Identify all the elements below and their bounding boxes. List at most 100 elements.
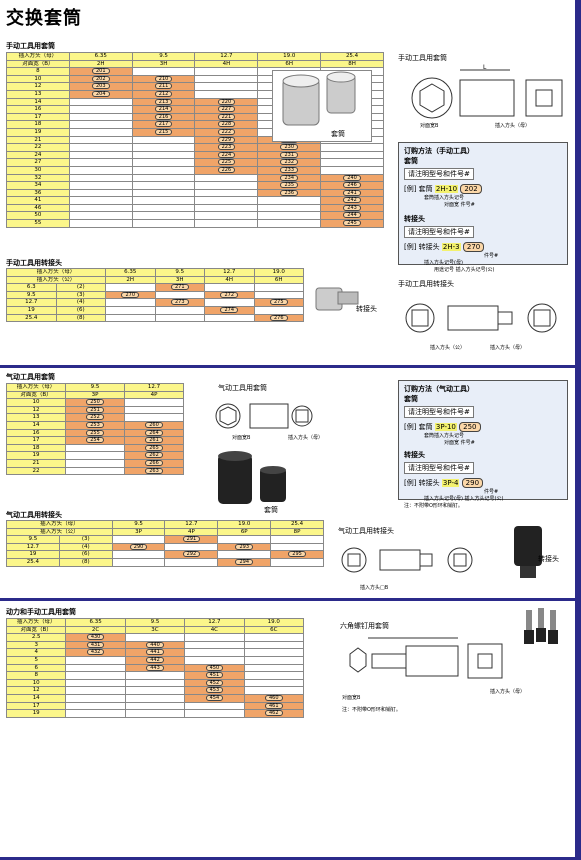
table-cell [131, 188, 196, 198]
part-number: 235 [280, 182, 298, 189]
table-row: 19 462 [5, 709, 305, 718]
table-cell: 275 [253, 298, 304, 307]
table-cell [68, 188, 133, 198]
row-label: (6) [55, 305, 106, 315]
header-cell: 4P [164, 527, 219, 537]
table-cell: 253 [65, 420, 125, 430]
bottom-edge-bar [0, 857, 581, 860]
socket-diagram: L [411, 64, 563, 119]
row-label: 5 [5, 655, 67, 665]
header-cell: 9.5 [131, 52, 196, 61]
part-number: 260 [145, 422, 163, 428]
table-cell: 228 [194, 120, 259, 129]
row-label: (6) [58, 550, 113, 559]
order-sub2: 转接头 [404, 451, 425, 459]
diagram-label: 插入方头□B [360, 585, 389, 591]
table-cell [253, 290, 304, 300]
table-cell: 231 [257, 150, 322, 160]
table-cell [217, 550, 272, 559]
part-number: 214 [154, 106, 173, 113]
order-example-no: 202 [460, 184, 482, 194]
header-cell: 9.5 [65, 383, 125, 392]
order-title: 订购方法（气动工具） [404, 385, 474, 393]
table-row: 14 253 260 [6, 420, 184, 430]
table-cell: 242 [320, 196, 384, 205]
table-row: 17 461 [5, 701, 305, 711]
section-heading: 气动工具用套筒 [6, 373, 55, 381]
adapter-table-air: 插入方头（母） 9.5 12.7 19.0 25.4 插入方头（公） 3P 4P 6P 8P 9.5… [6, 520, 324, 567]
table-cell [194, 89, 259, 99]
row-label: 19 [6, 127, 70, 137]
table-row: 5 442 [5, 655, 305, 665]
table-cell [204, 313, 255, 323]
header-cell: 6C [243, 625, 305, 635]
part-number: 451 [205, 672, 224, 679]
header-cell: 8P [270, 527, 324, 537]
row-label: 6.3 [6, 283, 57, 292]
part-number: 291 [182, 536, 201, 543]
table-cell: 234 [257, 173, 322, 183]
diagram-label-b: 对面宽B [420, 123, 439, 129]
part-number: 461 [265, 702, 283, 709]
header-cell: 12.7 [194, 52, 259, 61]
hex-socket-table: 插入方头（母） 6.35 9.5 12.7 19.0 对面宽（B） 2C 3C 4C 6C 2.5 4… [5, 618, 305, 718]
table-cell [194, 188, 259, 198]
header-cell: 4C [184, 625, 245, 635]
header-cell: 6H [253, 275, 304, 285]
header-cell: 插入方头（母） [6, 268, 106, 277]
table-cell [124, 701, 186, 711]
hex-socket-photo [520, 606, 570, 650]
table-row: 21 266 [6, 458, 184, 468]
table-cell [105, 305, 156, 315]
header-cell: 4H [194, 59, 259, 69]
row-label: 13 [6, 413, 66, 422]
table-cell [68, 203, 133, 213]
table-cell [65, 466, 125, 476]
table-cell [68, 196, 133, 205]
table-cell: 223 [194, 143, 259, 152]
table-cell: 255 [65, 428, 125, 438]
order-m1: 件号# [484, 489, 499, 495]
table-row: 12 453 [5, 686, 305, 695]
table-cell: 453 [184, 686, 245, 695]
diagram-label: 插入方头（公） [430, 345, 466, 351]
header-cell: 对面宽（B） [5, 625, 67, 635]
header-cell: 9.5 [124, 618, 186, 627]
row-label: 19 [5, 709, 67, 718]
header-cell: 12.7 [204, 268, 255, 277]
header-cell: 12.7 [124, 383, 184, 392]
right-edge-bar [575, 0, 581, 860]
table-row: 27 225 232 [6, 158, 384, 167]
table-cell: 276 [253, 313, 304, 323]
row-label: 8 [6, 67, 70, 76]
table-cell [243, 640, 305, 650]
table-cell: 260 [124, 420, 184, 430]
header-cell: 6.35 [65, 618, 126, 627]
row-label: 34 [6, 181, 70, 190]
table-cell: 454 [184, 693, 245, 703]
header-cell: 2H [105, 275, 156, 285]
part-number: 222 [217, 129, 236, 135]
table-cell: 292 [164, 550, 219, 559]
header-cell: 3H [154, 275, 205, 285]
part-number: 432 [86, 649, 105, 656]
table-row: 8 451 [5, 671, 305, 680]
table-cell: 254 [65, 436, 125, 445]
table-row: 36 236 241 [6, 188, 384, 198]
air-socket-photo: 套筒 [214, 450, 304, 514]
table-cell: 293 [217, 542, 272, 552]
part-number: 223 [217, 144, 236, 151]
part-number: 443 [146, 665, 164, 671]
row-label: 12.7 [6, 298, 57, 307]
diagram-label-ins: 插入方头（母） [495, 123, 531, 129]
table-cell [243, 663, 305, 673]
table-cell [320, 143, 384, 152]
header-cell: 插入方头（母） [6, 52, 70, 61]
table-cell [243, 655, 305, 665]
table-cell [194, 67, 259, 76]
table-row: 12.7 (4) 290 293 [6, 542, 324, 552]
order-example2-no: 290 [461, 478, 484, 488]
table-cell [204, 283, 255, 292]
section-heading: 手动工具用套筒 [6, 42, 55, 50]
row-label: 14 [6, 97, 70, 107]
